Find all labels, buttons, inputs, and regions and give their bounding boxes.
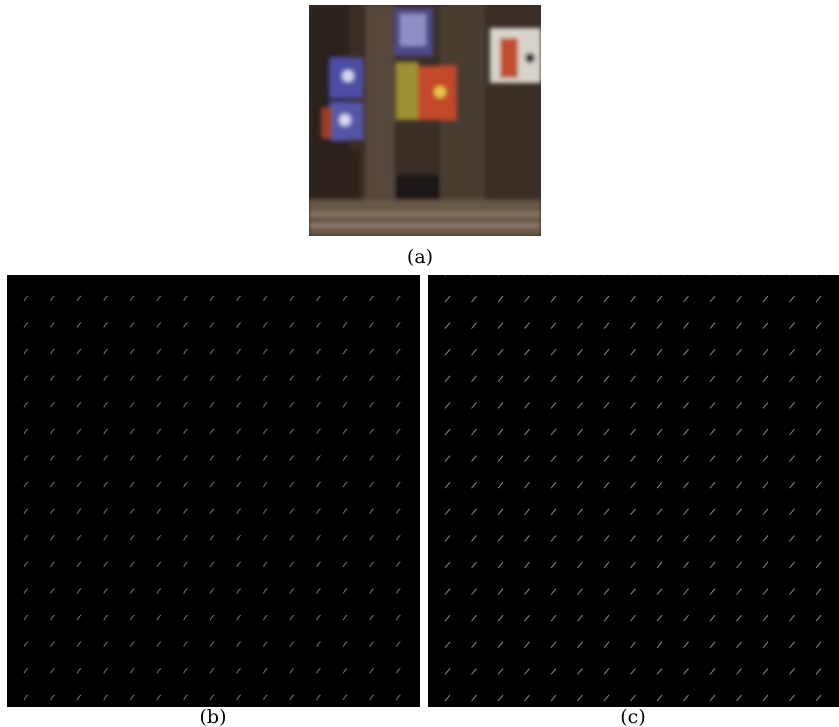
caption: (a): [407, 246, 433, 268]
blurred-photo: [309, 5, 541, 236]
kernel-grid: [7, 275, 420, 707]
kernel-grid: [428, 275, 839, 707]
caption: (b): [200, 706, 227, 727]
caption: (c): [620, 706, 645, 727]
